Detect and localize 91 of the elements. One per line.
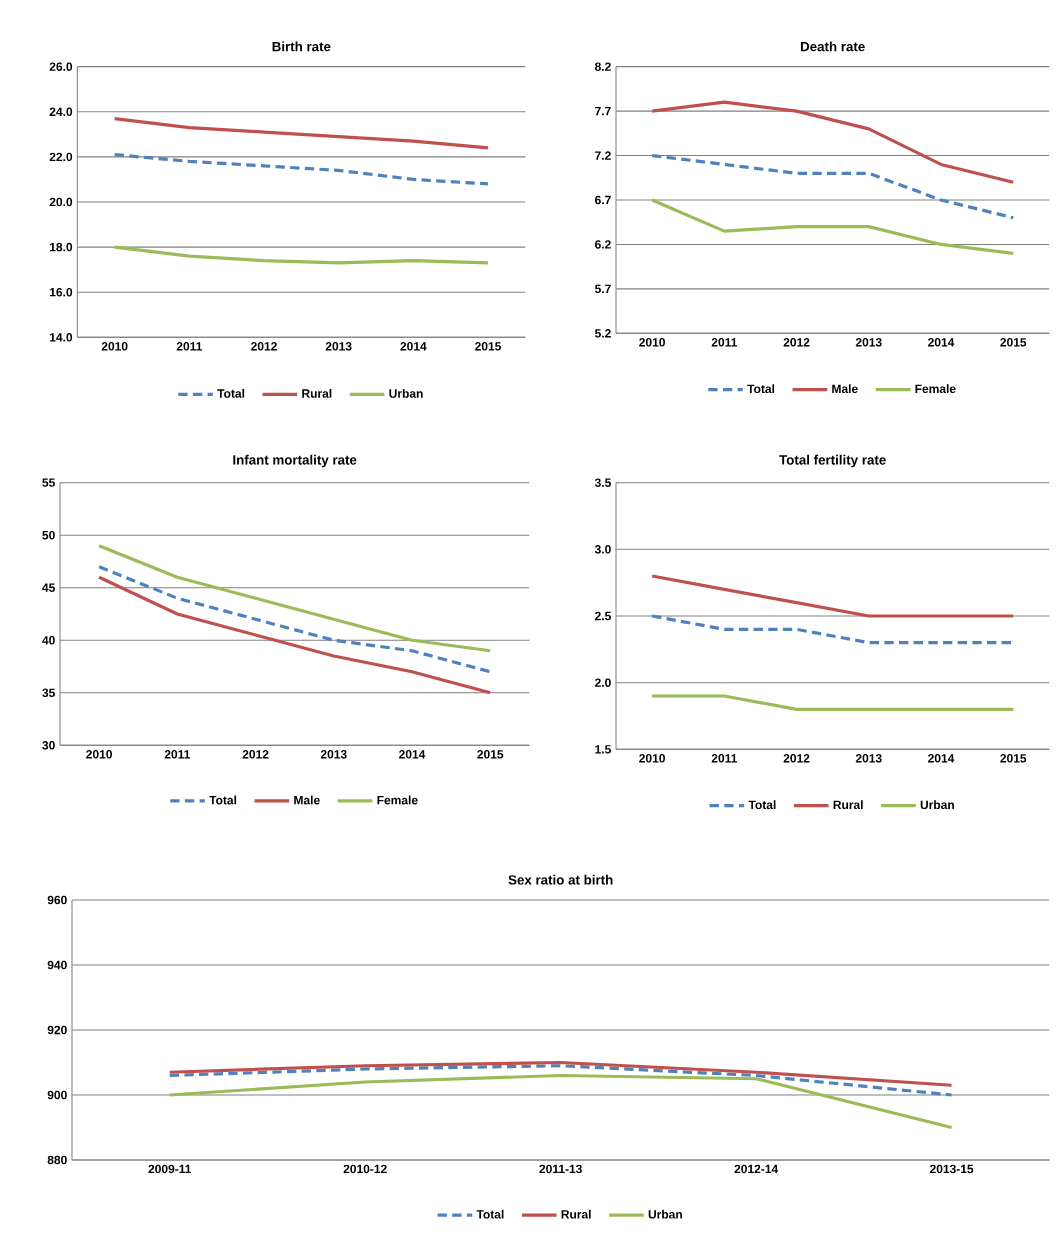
x-tick-label: 2011 bbox=[711, 338, 738, 347]
legend-label: Total bbox=[217, 388, 245, 398]
y-tick-label: 14.0 bbox=[50, 333, 73, 342]
y-tick-label: 50 bbox=[42, 530, 55, 540]
y-tick-label: 8.2 bbox=[595, 62, 611, 71]
line-series bbox=[113, 116, 490, 150]
line-series bbox=[650, 153, 1015, 220]
y-tick-label: 6.2 bbox=[595, 240, 611, 249]
x-tick-label: 2014 bbox=[400, 342, 427, 351]
legend-label: Total bbox=[476, 1209, 504, 1219]
x-tick-label: 2013 bbox=[321, 750, 347, 759]
legend-label: Female bbox=[915, 384, 956, 394]
chart-title: Birth rate bbox=[272, 41, 331, 52]
y-tick-label: 26.0 bbox=[49, 62, 73, 71]
x-tick-label: 2013 bbox=[856, 338, 882, 347]
line-series bbox=[97, 565, 492, 674]
x-tick-label: 2012 bbox=[783, 754, 810, 763]
x-tick-label: 2013-15 bbox=[930, 1164, 974, 1174]
x-tick-label: 2012-14 bbox=[734, 1164, 779, 1174]
y-tick-label: 3.5 bbox=[595, 478, 612, 487]
y-tick-label: 7.7 bbox=[595, 106, 611, 116]
legend-label: Total bbox=[747, 384, 775, 394]
line-series bbox=[168, 1073, 954, 1130]
y-tick-label: 960 bbox=[47, 895, 67, 905]
y-tick-label: 45 bbox=[42, 583, 56, 592]
legend-label: Urban bbox=[648, 1209, 683, 1219]
chart-title: Sex ratio at birth bbox=[508, 874, 613, 885]
x-tick-label: 2013 bbox=[856, 754, 882, 763]
legend-label: Rural bbox=[833, 800, 863, 810]
line-series bbox=[168, 1064, 954, 1097]
y-tick-label: 30 bbox=[42, 741, 55, 750]
line-series bbox=[650, 100, 1015, 184]
line-series bbox=[113, 153, 490, 186]
x-tick-label: 2010-12 bbox=[343, 1164, 387, 1174]
y-tick-label: 7.2 bbox=[595, 151, 611, 160]
y-tick-label: 55 bbox=[42, 478, 56, 487]
y-tick-label: 940 bbox=[47, 960, 67, 970]
legend-label: Total bbox=[748, 800, 776, 810]
line-series bbox=[113, 245, 490, 265]
x-tick-label: 2014 bbox=[399, 750, 426, 759]
y-tick-label: 920 bbox=[47, 1025, 67, 1035]
x-tick-label: 2010 bbox=[101, 342, 128, 351]
x-tick-label: 2011 bbox=[711, 754, 738, 763]
legend-label: Total bbox=[209, 795, 237, 805]
chart-title: Death rate bbox=[801, 41, 865, 52]
y-tick-label: 22.0 bbox=[49, 152, 73, 162]
y-tick-label: 5.7 bbox=[595, 284, 611, 294]
legend-label: Male bbox=[294, 795, 320, 805]
x-tick-label: 2013 bbox=[325, 342, 352, 351]
y-tick-label: 2.0 bbox=[595, 678, 611, 687]
y-tick-label: 18.0 bbox=[50, 242, 73, 252]
legend-label: Rural bbox=[561, 1209, 591, 1219]
y-tick-label: 880 bbox=[47, 1155, 67, 1165]
y-tick-label: 20.0 bbox=[49, 197, 73, 207]
x-tick-label: 2010 bbox=[86, 750, 113, 759]
x-tick-label: 2015 bbox=[477, 750, 504, 759]
x-tick-label: 2015 bbox=[1000, 338, 1027, 347]
y-tick-label: 3.0 bbox=[595, 545, 611, 554]
legend-label: Male bbox=[832, 384, 858, 394]
line-series bbox=[97, 544, 492, 653]
x-tick-label: 2015 bbox=[475, 342, 502, 351]
line-series bbox=[650, 198, 1015, 255]
x-tick-label: 2011-13 bbox=[539, 1164, 583, 1174]
x-tick-label: 2011 bbox=[176, 342, 203, 351]
x-tick-label: 2014 bbox=[928, 754, 955, 763]
chart-title: Infant mortality rate bbox=[233, 454, 357, 468]
line-series bbox=[97, 575, 492, 695]
line-series bbox=[168, 1060, 954, 1087]
legend-label: Rural bbox=[302, 388, 332, 398]
x-tick-label: 2009-11 bbox=[148, 1164, 192, 1174]
y-tick-label: 5.2 bbox=[595, 329, 611, 338]
y-tick-label: 40 bbox=[42, 636, 55, 645]
x-tick-label: 2012 bbox=[783, 338, 810, 347]
chart-title: Total fertility rate bbox=[779, 454, 886, 468]
legend-label: Urban bbox=[920, 800, 955, 810]
x-tick-label: 2015 bbox=[1000, 754, 1027, 763]
y-tick-label: 1.5 bbox=[595, 745, 612, 754]
x-tick-label: 2010 bbox=[639, 338, 666, 347]
y-tick-label: 24.0 bbox=[49, 107, 73, 117]
y-tick-label: 900 bbox=[47, 1090, 67, 1100]
x-tick-label: 2010 bbox=[639, 754, 666, 763]
y-tick-label: 2.5 bbox=[595, 611, 612, 621]
legend-label: Female bbox=[377, 795, 418, 805]
legend-label: Urban bbox=[389, 388, 423, 398]
x-tick-label: 2012 bbox=[242, 750, 269, 759]
x-tick-label: 2014 bbox=[928, 338, 955, 347]
y-tick-label: 35 bbox=[42, 688, 56, 698]
x-tick-label: 2012 bbox=[251, 342, 278, 351]
y-tick-label: 6.7 bbox=[595, 195, 611, 205]
y-tick-label: 16.0 bbox=[50, 287, 73, 297]
x-tick-label: 2011 bbox=[164, 750, 191, 759]
